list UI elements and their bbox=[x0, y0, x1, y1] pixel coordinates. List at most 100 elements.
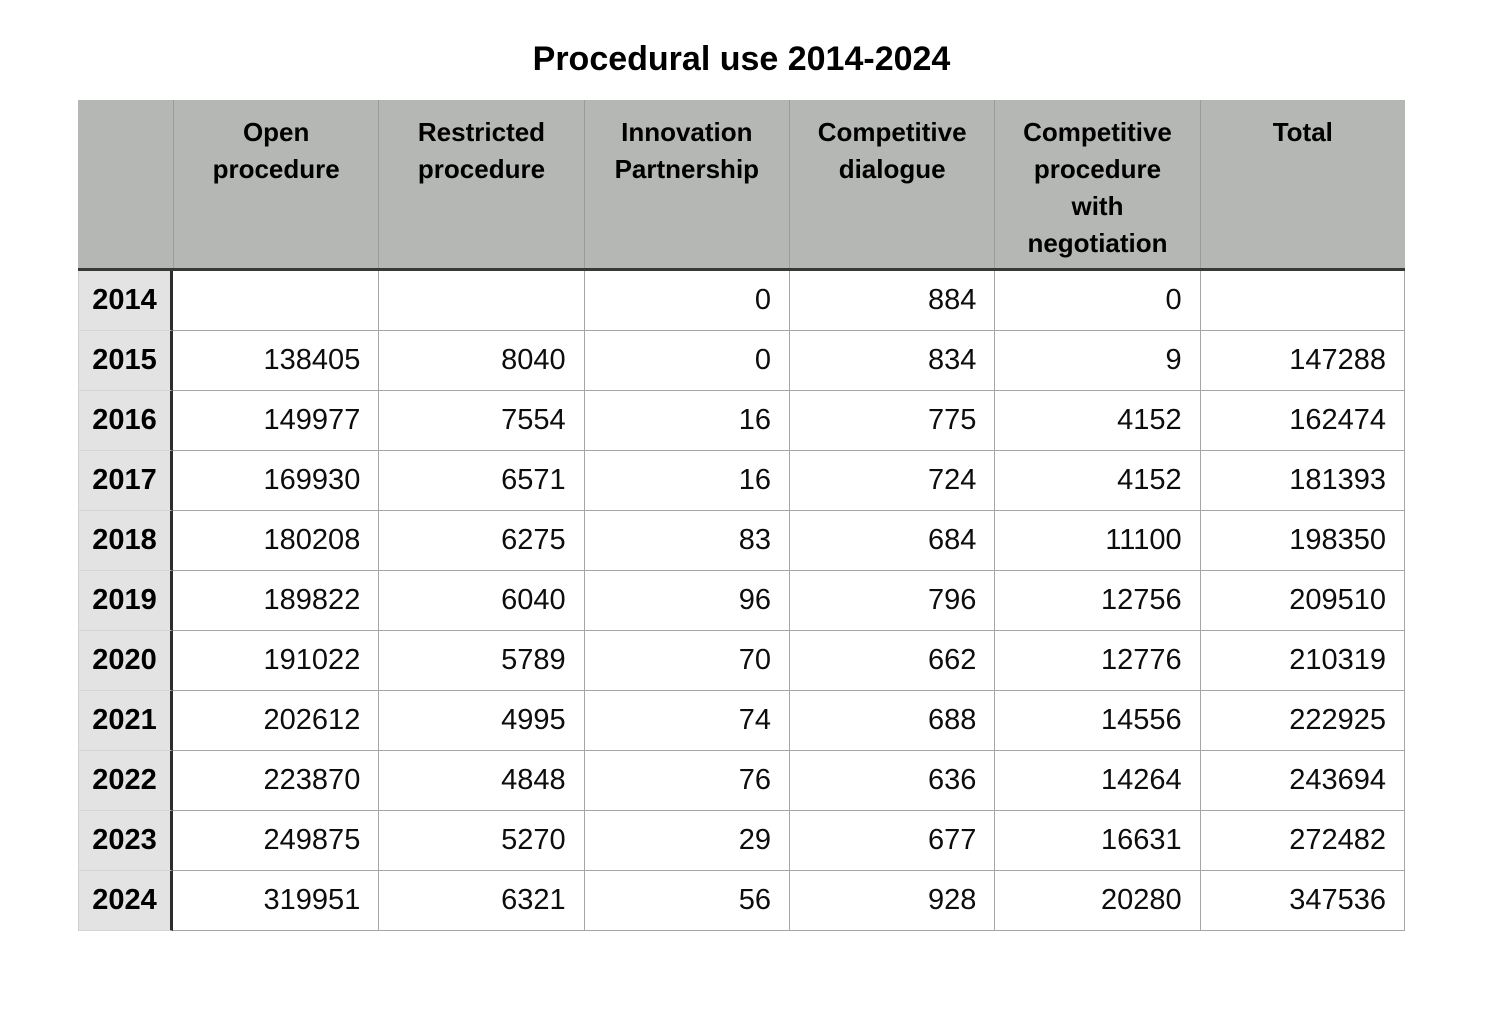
data-cell: 688 bbox=[788, 691, 995, 751]
table-body: 2014 0 884 0 2015 138405 8040 0 834 9 147288 2016 14… bbox=[78, 271, 1405, 931]
data-cell: 684 bbox=[788, 511, 995, 571]
table-row: 2021 202612 4995 74 688 14556 222925 bbox=[78, 691, 1405, 751]
year-cell: 2020 bbox=[78, 631, 173, 691]
data-cell: 662 bbox=[788, 631, 995, 691]
data-cell: 5789 bbox=[378, 631, 584, 691]
data-cell: 4152 bbox=[994, 391, 1200, 451]
column-header: Competitive dialogue bbox=[788, 100, 994, 268]
data-cell: 775 bbox=[788, 391, 995, 451]
data-cell: 272482 bbox=[1199, 811, 1405, 871]
data-cell: 6321 bbox=[378, 871, 584, 931]
data-cell: 834 bbox=[788, 331, 995, 391]
data-cell: 884 bbox=[788, 271, 995, 331]
data-cell: 12756 bbox=[994, 571, 1200, 631]
table-header: Open procedure Restricted procedure Innova… bbox=[78, 100, 1405, 271]
data-cell: 249875 bbox=[173, 811, 379, 871]
data-cell: 14264 bbox=[994, 751, 1200, 811]
table-row: 2015 138405 8040 0 834 9 147288 bbox=[78, 331, 1405, 391]
year-cell: 2016 bbox=[78, 391, 173, 451]
data-cell: 162474 bbox=[1199, 391, 1405, 451]
data-cell: 223870 bbox=[173, 751, 379, 811]
data-cell: 169930 bbox=[173, 451, 379, 511]
year-cell: 2015 bbox=[78, 331, 173, 391]
year-cell: 2023 bbox=[78, 811, 173, 871]
data-cell: 210319 bbox=[1199, 631, 1405, 691]
data-cell: 29 bbox=[583, 811, 789, 871]
data-cell: 4995 bbox=[378, 691, 584, 751]
data-cell: 347536 bbox=[1199, 871, 1405, 931]
column-header: Innovation Partnership bbox=[583, 100, 789, 268]
data-cell: 16 bbox=[583, 391, 789, 451]
corner-cell bbox=[78, 100, 173, 268]
data-cell: 4152 bbox=[994, 451, 1200, 511]
procedural-use-table: Open procedure Restricted procedure Innova… bbox=[78, 100, 1405, 931]
data-cell: 0 bbox=[583, 331, 789, 391]
data-cell bbox=[1199, 271, 1405, 331]
table-row: 2024 319951 6321 56 928 20280 347536 bbox=[78, 871, 1405, 931]
data-cell: 56 bbox=[583, 871, 789, 931]
data-cell: 0 bbox=[994, 271, 1200, 331]
data-cell: 149977 bbox=[173, 391, 379, 451]
year-cell: 2018 bbox=[78, 511, 173, 571]
data-cell: 74 bbox=[583, 691, 789, 751]
table-row: 2018 180208 6275 83 684 11100 198350 bbox=[78, 511, 1405, 571]
table-row: 2019 189822 6040 96 796 12756 209510 bbox=[78, 571, 1405, 631]
year-cell: 2017 bbox=[78, 451, 173, 511]
data-cell: 20280 bbox=[994, 871, 1200, 931]
table-row: 2022 223870 4848 76 636 14264 243694 bbox=[78, 751, 1405, 811]
data-cell: 70 bbox=[583, 631, 789, 691]
year-cell: 2019 bbox=[78, 571, 173, 631]
data-cell: 16631 bbox=[994, 811, 1200, 871]
data-cell: 96 bbox=[583, 571, 789, 631]
column-header: Competitive procedure with negotiation bbox=[994, 100, 1199, 268]
data-cell: 4848 bbox=[378, 751, 584, 811]
data-cell: 202612 bbox=[173, 691, 379, 751]
data-cell: 16 bbox=[583, 451, 789, 511]
header-row: Open procedure Restricted procedure Innova… bbox=[78, 100, 1405, 268]
data-cell: 5270 bbox=[378, 811, 584, 871]
table-row: 2014 0 884 0 bbox=[78, 271, 1405, 331]
column-header: Total bbox=[1199, 100, 1405, 268]
table-row: 2023 249875 5270 29 677 16631 272482 bbox=[78, 811, 1405, 871]
data-cell: 189822 bbox=[173, 571, 379, 631]
data-cell: 928 bbox=[788, 871, 995, 931]
data-cell bbox=[378, 271, 584, 331]
data-cell: 11100 bbox=[994, 511, 1200, 571]
data-cell: 14556 bbox=[994, 691, 1200, 751]
column-header: Restricted procedure bbox=[378, 100, 583, 268]
data-cell: 796 bbox=[788, 571, 995, 631]
data-cell bbox=[173, 271, 379, 331]
data-cell: 181393 bbox=[1199, 451, 1405, 511]
year-cell: 2022 bbox=[78, 751, 173, 811]
data-cell: 243694 bbox=[1199, 751, 1405, 811]
data-cell: 8040 bbox=[378, 331, 584, 391]
data-cell: 222925 bbox=[1199, 691, 1405, 751]
data-cell: 180208 bbox=[173, 511, 379, 571]
data-cell: 6275 bbox=[378, 511, 584, 571]
data-cell: 209510 bbox=[1199, 571, 1405, 631]
data-cell: 83 bbox=[583, 511, 789, 571]
data-cell: 76 bbox=[583, 751, 789, 811]
data-cell: 198350 bbox=[1199, 511, 1405, 571]
page-title: Procedural use 2014-2024 bbox=[532, 40, 951, 78]
year-cell: 2014 bbox=[78, 271, 173, 331]
table-row: 2017 169930 6571 16 724 4152 181393 bbox=[78, 451, 1405, 511]
year-cell: 2024 bbox=[78, 871, 173, 931]
data-cell: 12776 bbox=[994, 631, 1200, 691]
table-row: 2020 191022 5789 70 662 12776 210319 bbox=[78, 631, 1405, 691]
data-cell: 138405 bbox=[173, 331, 379, 391]
data-cell: 147288 bbox=[1199, 331, 1405, 391]
data-cell: 191022 bbox=[173, 631, 379, 691]
data-cell: 9 bbox=[994, 331, 1200, 391]
data-cell: 6571 bbox=[378, 451, 584, 511]
data-cell: 636 bbox=[788, 751, 995, 811]
data-cell: 7554 bbox=[378, 391, 584, 451]
data-cell: 319951 bbox=[173, 871, 379, 931]
year-cell: 2021 bbox=[78, 691, 173, 751]
column-header: Open procedure bbox=[173, 100, 378, 268]
data-cell: 724 bbox=[788, 451, 995, 511]
data-cell: 0 bbox=[583, 271, 789, 331]
data-cell: 6040 bbox=[378, 571, 584, 631]
data-cell: 677 bbox=[788, 811, 995, 871]
